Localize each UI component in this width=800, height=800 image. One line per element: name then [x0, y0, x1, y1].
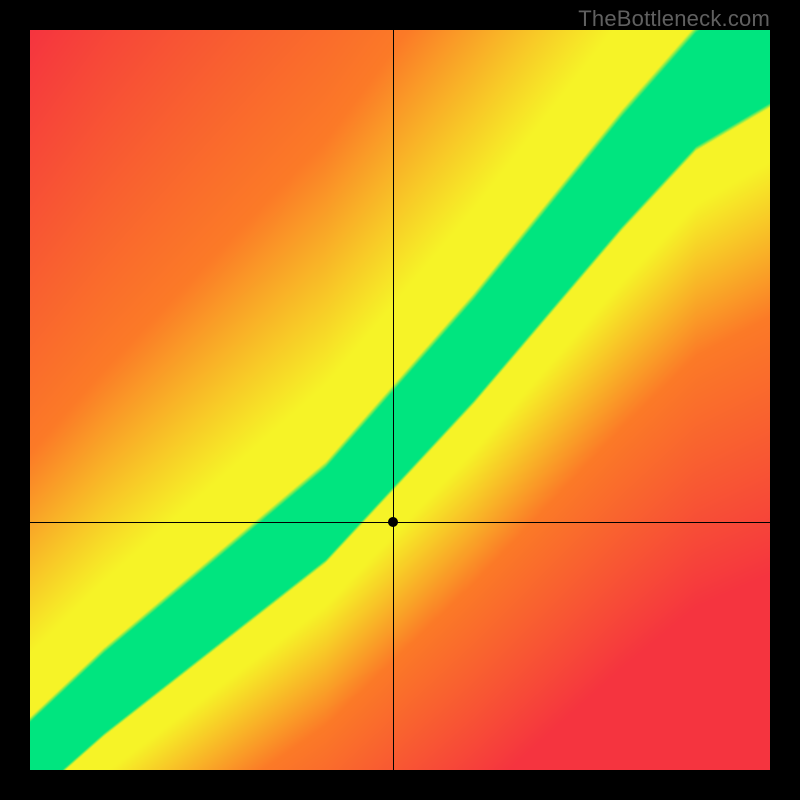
crosshair-vertical [393, 30, 394, 770]
crosshair-horizontal [30, 522, 770, 523]
marker-dot [388, 517, 398, 527]
plot-area [30, 30, 770, 770]
heatmap-canvas [30, 30, 770, 770]
figure-outer: TheBottleneck.com [0, 0, 800, 800]
watermark-text: TheBottleneck.com [578, 6, 770, 32]
